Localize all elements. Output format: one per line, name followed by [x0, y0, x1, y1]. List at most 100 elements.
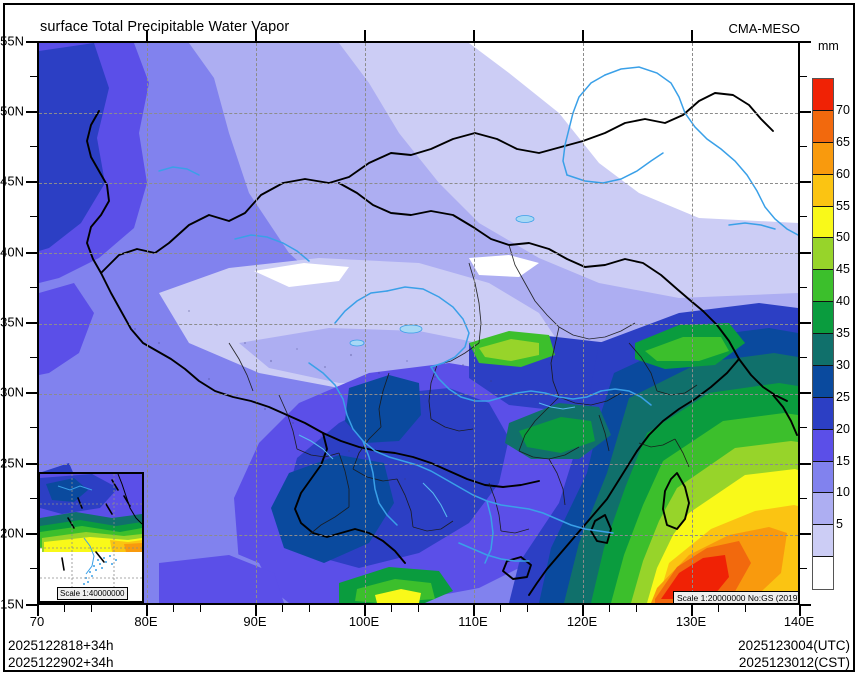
gridline-lat-45 [39, 183, 798, 184]
outer-border [3, 3, 855, 672]
colorbar-band-2[interactable] [813, 493, 833, 526]
x-tick-minor [609, 605, 610, 612]
colorbar-band-8[interactable] [813, 302, 833, 334]
colorbar[interactable] [812, 78, 834, 590]
colorbar-band-5[interactable] [813, 397, 833, 430]
colorbar-tick-55: 55 [836, 198, 850, 213]
valid-time-utc: 2025123004(UTC) [738, 638, 850, 653]
colorbar-tick-25: 25 [836, 389, 850, 404]
gridline-lat-25 [39, 464, 798, 465]
footer-right: 2025123004(UTC) 2025123012(CST) [738, 637, 850, 671]
x-tick-minor [527, 605, 528, 612]
y-tick-right-minor [800, 146, 807, 147]
x-tick-minor [418, 605, 419, 612]
x-tick-label-90E: 90E [243, 614, 267, 629]
y-tick-right-minor [800, 76, 807, 77]
y-tick-label-25N: 25N [0, 455, 24, 471]
y-tick-15 [26, 604, 37, 606]
inset-scale-label: Scale 1:40000000 [57, 587, 128, 600]
y-tick-minor [30, 76, 37, 77]
colorbar-tick-30: 30 [836, 357, 850, 372]
init-time-utc: 2025122818+34h [8, 638, 114, 653]
map-canvas [39, 43, 798, 603]
gridline-lat-35 [39, 324, 798, 325]
y-tick-right [800, 111, 811, 113]
colorbar-tick-65: 65 [836, 134, 850, 149]
x-tick-label-100E: 100E [348, 614, 380, 629]
y-tick-right [800, 252, 811, 254]
y-tick-minor [30, 357, 37, 358]
y-tick-minor [30, 427, 37, 428]
colorbar-band-3[interactable] [813, 461, 833, 494]
map-plot-area[interactable]: Scale 1:20000000 No:GS (2019) 1786 [37, 41, 800, 605]
y-tick-40 [26, 252, 37, 254]
colorbar-band-1[interactable] [813, 525, 833, 558]
y-tick-label-20N: 20N [0, 525, 24, 541]
gridline-lat-40 [39, 253, 798, 254]
precipitable-water-field [39, 43, 798, 603]
colorbar-tick-20: 20 [836, 421, 850, 436]
y-tick-45 [26, 181, 37, 183]
x-tick-120 [582, 605, 584, 616]
x-tick-top [255, 30, 257, 41]
y-tick-right [800, 463, 811, 465]
x-tick-top [364, 30, 366, 41]
y-tick-right [800, 181, 811, 183]
gridline-lon-130 [692, 43, 693, 603]
x-tick-70 [37, 605, 39, 616]
colorbar-band-14[interactable] [813, 110, 833, 143]
x-tick-minor [173, 605, 174, 612]
colorbar-tick-45: 45 [836, 262, 850, 277]
colorbar-tick-15: 15 [836, 453, 850, 468]
y-tick-minor [30, 146, 37, 147]
y-tick-right-minor [800, 287, 807, 288]
y-tick-right-minor [800, 427, 807, 428]
y-tick-20 [26, 533, 37, 535]
colorbar-band-9[interactable] [813, 270, 833, 303]
colorbar-band-0[interactable] [813, 557, 833, 589]
gridline-lon-80 [147, 43, 148, 603]
x-tick-minor [200, 605, 201, 612]
y-tick-right-minor [800, 498, 807, 499]
inset-map[interactable]: Scale 1:40000000 [38, 472, 144, 603]
x-tick-label-80E: 80E [134, 614, 158, 629]
x-tick-label-140E: 140E [783, 614, 815, 629]
x-tick-label-120E: 120E [566, 614, 598, 629]
x-tick-minor [391, 605, 392, 612]
colorbar-band-12[interactable] [813, 174, 833, 207]
colorbar-band-6[interactable] [813, 365, 833, 398]
gridline-lat-50 [39, 113, 798, 114]
colorbar-tick-70: 70 [836, 102, 850, 117]
map-scale-label: Scale 1:20000000 No:GS (2019) 1786 [673, 591, 798, 603]
colorbar-band-4[interactable] [813, 429, 833, 462]
page-title: surface Total Precipitable Water Vapor [40, 19, 290, 35]
colorbar-band-15[interactable] [813, 79, 833, 111]
colorbar-band-7[interactable] [813, 334, 833, 366]
colorbar-band-13[interactable] [813, 142, 833, 175]
x-tick-minor [91, 605, 92, 612]
x-tick-100 [364, 605, 366, 616]
colorbar-tick-40: 40 [836, 294, 850, 309]
x-tick-label-130E: 130E [675, 614, 707, 629]
x-tick-minor [636, 605, 637, 612]
colorbar-band-10[interactable] [813, 238, 833, 271]
y-tick-minor [30, 498, 37, 499]
x-tick-label-70: 70 [29, 614, 45, 629]
x-tick-top [473, 30, 475, 41]
colorbar-band-11[interactable] [813, 206, 833, 239]
y-tick-right [800, 604, 811, 606]
colorbar-tick-35: 35 [836, 326, 850, 340]
footer: 2025122818+34h 2025122902+34h 2025123004… [0, 637, 860, 677]
x-tick-top [582, 30, 584, 41]
y-tick-right [800, 392, 811, 394]
gridline-lon-110 [474, 43, 475, 603]
x-tick-minor [745, 605, 746, 612]
y-tick-minor [30, 287, 37, 288]
gridline-lat-20 [39, 535, 798, 536]
model-label: CMA-MESO [728, 21, 801, 36]
colorbar-unit-label: mm [818, 39, 839, 53]
y-tick-right [800, 322, 811, 324]
gridline-lon-120 [583, 43, 584, 603]
colorbar-tick-60: 60 [836, 166, 850, 181]
